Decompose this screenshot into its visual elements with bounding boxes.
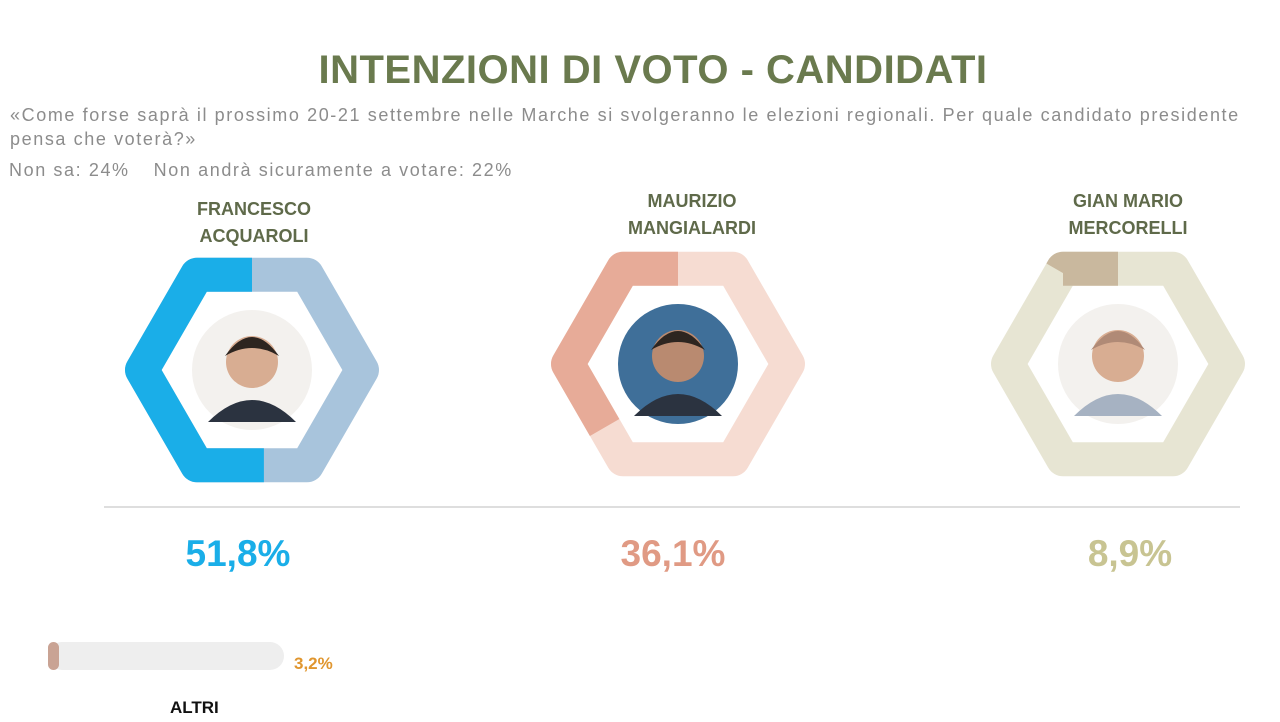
others-bar-track bbox=[48, 642, 284, 670]
candidate-value-mercorelli: 8,9% bbox=[1087, 533, 1173, 574]
portrait-body-icon bbox=[1074, 394, 1162, 416]
candidate-name-mangialardi: MAURIZIO MANGIALARDI bbox=[628, 191, 756, 238]
non-votera-stat: Non andrà sicuramente a votare: 22% bbox=[153, 160, 513, 180]
ring-track bbox=[991, 251, 1245, 477]
portrait-hair-icon bbox=[1091, 331, 1145, 350]
survey-question: «Come forse saprà il prossimo 20-21 sett… bbox=[10, 105, 1240, 149]
candidate-value-mangialardi: 36,1% bbox=[620, 533, 726, 574]
portrait-body-icon bbox=[208, 400, 296, 422]
survey-stats: Non sa: 24% Non andrà sicuramente a votar… bbox=[9, 158, 513, 182]
portrait-body-icon bbox=[634, 394, 722, 416]
ring-value-arc bbox=[551, 251, 805, 477]
candidate-value-acquaroli: 51,8% bbox=[185, 533, 291, 574]
candidate-name-acquaroli: FRANCESCO ACQUAROLI bbox=[196, 199, 311, 246]
ring-value-arc bbox=[125, 257, 379, 483]
non-sa-stat: Non sa: 24% bbox=[9, 160, 130, 180]
divider-line bbox=[104, 506, 1240, 508]
portrait-hair-icon bbox=[225, 337, 279, 356]
chart-title: INTENZIONI DI VOTO - CANDIDATI bbox=[318, 48, 988, 92]
candidate-ring-mangialardi bbox=[551, 251, 805, 477]
others-bar-fill bbox=[48, 642, 59, 670]
candidate-ring-acquaroli bbox=[125, 257, 379, 483]
others-value: 3,2% bbox=[294, 654, 333, 673]
portrait-hair-icon bbox=[651, 331, 705, 350]
others-label: ALTRI bbox=[170, 698, 219, 717]
candidate-name-mercorelli: GIAN MARIO MERCORELLI bbox=[1068, 191, 1188, 238]
candidate-ring-mercorelli bbox=[991, 251, 1245, 477]
